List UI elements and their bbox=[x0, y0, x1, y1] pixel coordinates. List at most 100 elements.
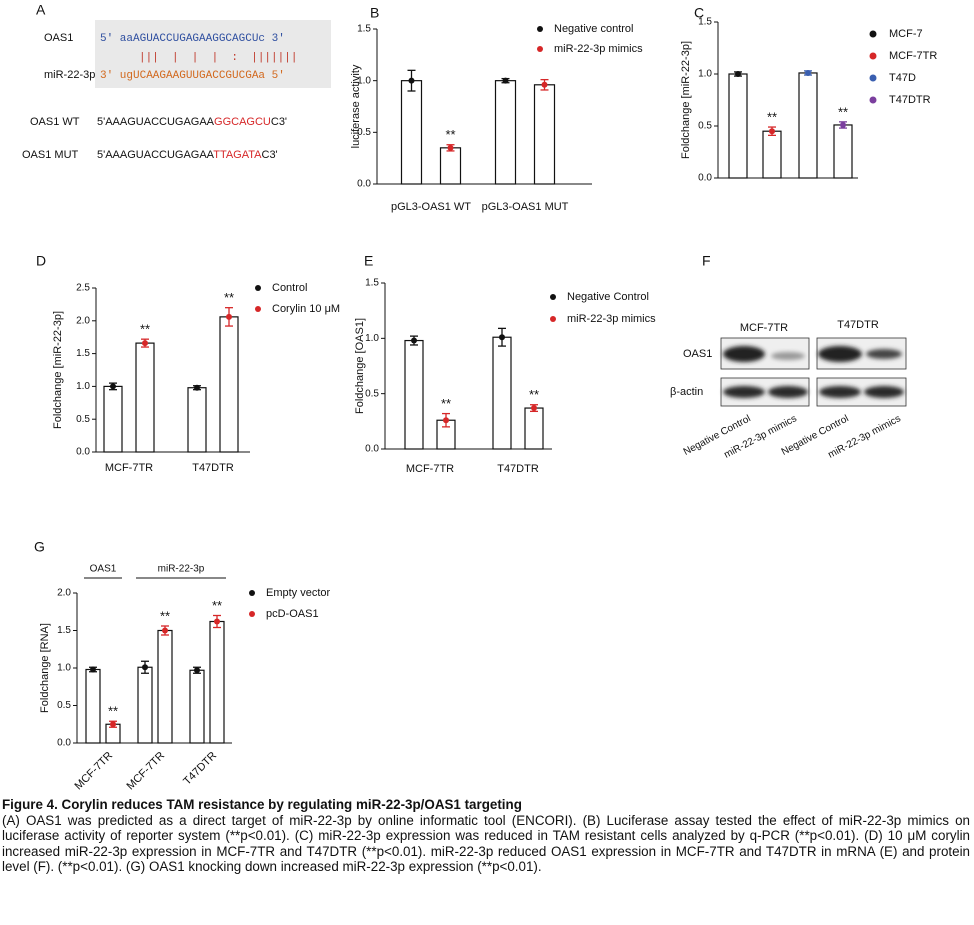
bar bbox=[103, 385, 123, 453]
x-tick-label: MCF-7TR bbox=[105, 462, 153, 474]
mean-dot bbox=[769, 128, 775, 135]
panel-letter: B bbox=[370, 5, 379, 21]
legend-label: Negative Control bbox=[567, 291, 649, 303]
bar bbox=[728, 73, 748, 179]
legend-label: miR-22-3p mimics bbox=[554, 43, 643, 55]
legend-marker bbox=[249, 590, 255, 596]
group-label: OAS1 bbox=[90, 564, 117, 575]
mean-dot bbox=[447, 144, 454, 151]
legend-label: Control bbox=[272, 282, 307, 294]
bar bbox=[400, 80, 423, 185]
mut-label: OAS1 MUT bbox=[22, 149, 79, 161]
bar bbox=[533, 84, 556, 185]
y-tick-label: 1.5 bbox=[57, 625, 71, 636]
mirna-label: miR-22-3p bbox=[44, 69, 95, 81]
mean-dot bbox=[411, 337, 417, 344]
y-tick-label: 0.5 bbox=[357, 127, 371, 138]
band bbox=[818, 346, 862, 362]
legend-marker bbox=[869, 96, 877, 104]
bar bbox=[524, 407, 544, 450]
y-tick-label: 0.5 bbox=[57, 700, 71, 711]
y-tick-label: 1.0 bbox=[365, 333, 379, 344]
legend-label: T47DTR bbox=[889, 94, 931, 106]
alignment-box bbox=[95, 20, 331, 88]
legend-label: MCF-7TR bbox=[889, 50, 937, 62]
wt-label: OAS1 WT bbox=[30, 116, 80, 128]
y-tick-label: 0.0 bbox=[357, 179, 371, 190]
legend-marker bbox=[869, 30, 877, 38]
mean-dot bbox=[805, 69, 811, 76]
y-axis-label: Foldchange [miR-22-3p] bbox=[680, 41, 692, 159]
legend-label: Negative control bbox=[554, 23, 634, 35]
mean-dot bbox=[502, 77, 509, 84]
seq-site: TTAGATA bbox=[213, 149, 262, 161]
band bbox=[866, 349, 902, 359]
seq-part: 5'AAAGUACCUGAGAA bbox=[97, 116, 215, 128]
significance: ** bbox=[212, 598, 222, 613]
cell-line: MCF-7TR bbox=[740, 322, 788, 334]
y-tick-label: 0.0 bbox=[76, 447, 90, 458]
y-tick-label: 1.0 bbox=[76, 381, 90, 392]
band bbox=[864, 386, 904, 398]
significance: ** bbox=[445, 127, 455, 142]
mean-dot bbox=[214, 618, 220, 625]
y-axis-label: luciferase activity bbox=[350, 64, 362, 148]
x-tick-label: MCF-7TR bbox=[73, 750, 116, 792]
mean-dot bbox=[226, 313, 232, 320]
group-label: miR-22-3p bbox=[158, 564, 205, 575]
x-tick-label: T47DTR bbox=[497, 463, 539, 475]
y-tick-label: 2.5 bbox=[76, 283, 90, 294]
mean-dot bbox=[142, 340, 148, 347]
significance: ** bbox=[529, 387, 539, 402]
panel-letter: G bbox=[34, 539, 45, 555]
legend-marker bbox=[255, 306, 261, 312]
mean-dot bbox=[142, 664, 148, 671]
bar bbox=[135, 342, 155, 453]
legend-marker bbox=[869, 74, 877, 82]
x-tick-label: pGL3-OAS1 WT bbox=[391, 201, 471, 213]
legend-label: miR-22-3p mimics bbox=[567, 313, 656, 325]
y-axis-label: Foldchange [miR-22-3p] bbox=[52, 311, 64, 429]
y-tick-label: 2.0 bbox=[57, 588, 71, 599]
legend-marker bbox=[550, 316, 556, 322]
y-tick-label: 0.5 bbox=[365, 388, 379, 399]
gene-label: OAS1 bbox=[44, 32, 73, 44]
seq-part: C3' bbox=[271, 116, 287, 128]
mean-dot bbox=[408, 77, 415, 84]
y-tick-label: 1.0 bbox=[698, 69, 712, 80]
legend-label: pcD-OAS1 bbox=[266, 608, 319, 620]
legend-label: T47D bbox=[889, 72, 916, 84]
y-axis-label: Foldchange [OAS1] bbox=[354, 318, 366, 414]
y-tick-label: 1.0 bbox=[57, 663, 71, 674]
bar bbox=[157, 629, 173, 744]
mean-dot bbox=[840, 121, 846, 128]
bar bbox=[404, 339, 424, 450]
pairing: ||| | | | : ||||||| bbox=[139, 52, 297, 64]
y-tick-label: 1.5 bbox=[76, 348, 90, 359]
y-tick-label: 0.0 bbox=[57, 738, 71, 749]
mean-dot bbox=[90, 666, 96, 673]
significance: ** bbox=[140, 322, 150, 337]
caption: Figure 4. Corylin reduces TAM resistance… bbox=[2, 797, 970, 875]
x-tick-label: MCF-7TR bbox=[125, 750, 168, 792]
bar bbox=[492, 336, 512, 450]
blot bbox=[720, 337, 907, 407]
panel-letter: E bbox=[364, 253, 373, 269]
mean-dot bbox=[499, 334, 505, 341]
band bbox=[771, 352, 805, 360]
significance: ** bbox=[108, 704, 118, 719]
band bbox=[723, 346, 765, 362]
mean-dot bbox=[443, 417, 449, 424]
significance: ** bbox=[767, 109, 777, 124]
bar bbox=[85, 668, 101, 744]
y-axis-label: Foldchange [RNA] bbox=[39, 623, 51, 713]
legend-marker bbox=[537, 46, 543, 52]
significance: ** bbox=[441, 396, 451, 411]
mean-dot bbox=[194, 667, 200, 674]
legend-marker bbox=[249, 611, 255, 617]
caption-body: (A) OAS1 was predicted as a direct targe… bbox=[2, 812, 970, 875]
bar bbox=[187, 387, 207, 453]
legend-marker bbox=[550, 294, 556, 300]
bar bbox=[798, 72, 818, 179]
